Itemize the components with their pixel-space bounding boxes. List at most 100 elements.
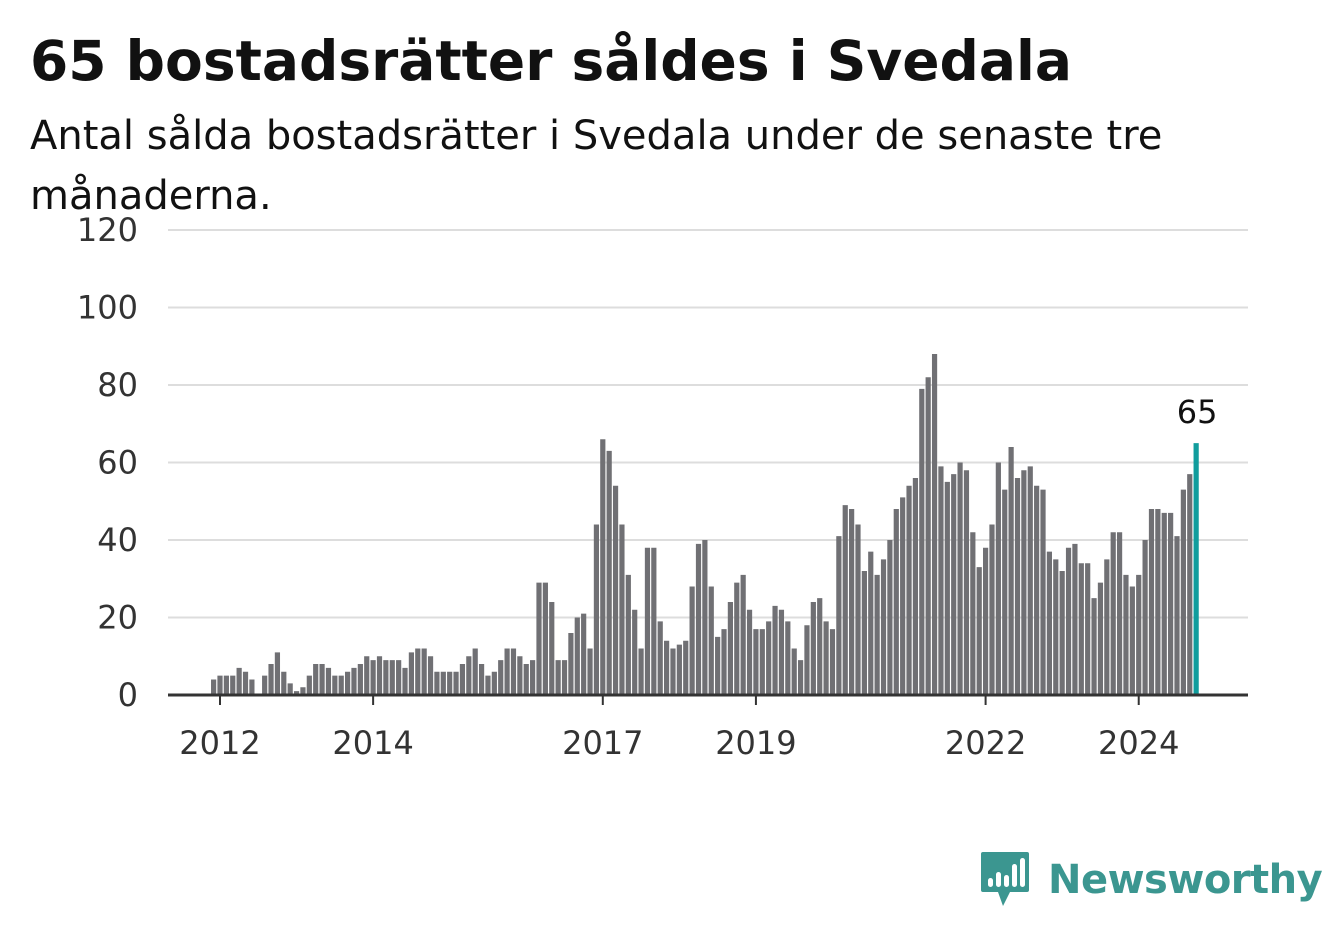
- bar: [606, 450, 612, 696]
- bar: [746, 609, 753, 695]
- bar: [880, 559, 887, 696]
- bar: [364, 656, 370, 695]
- bar: [1027, 466, 1033, 696]
- bar: [644, 547, 651, 695]
- bar: [376, 656, 383, 695]
- bar: [555, 660, 561, 696]
- bar: [287, 683, 293, 696]
- bar-chart-speech-bubble-icon: [981, 852, 1029, 906]
- bar: [817, 598, 823, 696]
- bar: [1110, 532, 1116, 695]
- bar: [491, 671, 497, 695]
- bar: [561, 660, 568, 696]
- bar: [1104, 559, 1110, 696]
- bar: [695, 543, 702, 696]
- chart-title: 65 bostadsrätter såldes i Svedala: [30, 29, 1072, 93]
- bar: [1014, 478, 1021, 695]
- bar: [300, 687, 306, 695]
- bar: [1002, 489, 1008, 696]
- bar: [829, 629, 836, 696]
- bar: [753, 629, 759, 696]
- x-tick-label: 2019: [715, 724, 796, 762]
- bar: [727, 602, 733, 695]
- bar: [1078, 563, 1084, 695]
- bar: [849, 509, 855, 695]
- bar: [357, 664, 363, 695]
- bar: [459, 664, 466, 695]
- bar: [1059, 571, 1065, 695]
- bar: [721, 629, 727, 696]
- bar: [612, 485, 619, 695]
- highlight-value-label: 65: [1177, 393, 1218, 431]
- bar: [453, 671, 459, 695]
- bar: [1097, 582, 1104, 696]
- y-tick-label: 120: [77, 211, 138, 249]
- y-tick-label: 20: [97, 599, 138, 637]
- bar: [268, 664, 274, 695]
- bar: [345, 671, 351, 695]
- bar: [1021, 470, 1027, 695]
- bar: [893, 509, 899, 695]
- bar: [951, 474, 957, 696]
- bar: [1148, 509, 1155, 695]
- bar: [664, 640, 670, 695]
- bar: [408, 652, 414, 696]
- bar: [734, 582, 740, 696]
- x-tick-label: 2017: [562, 724, 643, 762]
- chart-subtitle: Antal sålda bostadsrätter i Svedala unde…: [30, 113, 1163, 219]
- bar: [447, 671, 453, 695]
- bar: [236, 667, 242, 696]
- bar: [434, 671, 440, 695]
- bar: [785, 621, 791, 696]
- bar: [1174, 536, 1180, 696]
- bar: [683, 640, 689, 695]
- bar: [293, 691, 300, 696]
- bar: [217, 675, 223, 696]
- bar: [983, 547, 989, 695]
- bar: [1053, 559, 1059, 696]
- bar: [351, 667, 357, 696]
- bar: [504, 648, 510, 695]
- bar: [715, 636, 721, 696]
- y-tick-label: 80: [97, 366, 138, 404]
- bar: [791, 648, 797, 695]
- bar: [1161, 512, 1167, 696]
- bar: [670, 648, 676, 695]
- bar: [274, 652, 281, 696]
- bar: [906, 485, 912, 695]
- bar: [861, 571, 867, 695]
- bar: [389, 660, 395, 696]
- bar: [262, 675, 268, 696]
- bar: [510, 648, 517, 695]
- bar: [325, 667, 332, 696]
- bar: [332, 675, 338, 696]
- bar: [211, 679, 217, 695]
- bar: [995, 462, 1001, 695]
- bar: [1136, 574, 1142, 696]
- bar: [976, 567, 982, 696]
- bar: [1040, 489, 1046, 696]
- bar: [313, 664, 319, 695]
- bar: [306, 675, 312, 696]
- brand-name: Newsworthy: [1048, 857, 1322, 903]
- x-axis-ticks: 2012 2014 2017 2019 2022 2024: [179, 695, 1179, 762]
- bar: [970, 532, 976, 695]
- bar: [319, 664, 325, 695]
- bar: [689, 586, 695, 695]
- x-tick-label: 2024: [1098, 724, 1179, 762]
- bar: [1091, 598, 1097, 696]
- bar: [938, 466, 944, 696]
- bar: [625, 574, 631, 696]
- bar: [517, 656, 523, 695]
- bar: [593, 524, 600, 695]
- bar: [281, 671, 287, 695]
- bar: [919, 388, 925, 696]
- bar: [1123, 574, 1129, 696]
- y-tick-label: 0: [118, 676, 138, 714]
- bar: [421, 648, 427, 695]
- bar: [632, 609, 638, 695]
- bar: [485, 675, 491, 696]
- bar: [396, 660, 402, 696]
- bar: [1034, 485, 1040, 695]
- bar: [466, 656, 472, 695]
